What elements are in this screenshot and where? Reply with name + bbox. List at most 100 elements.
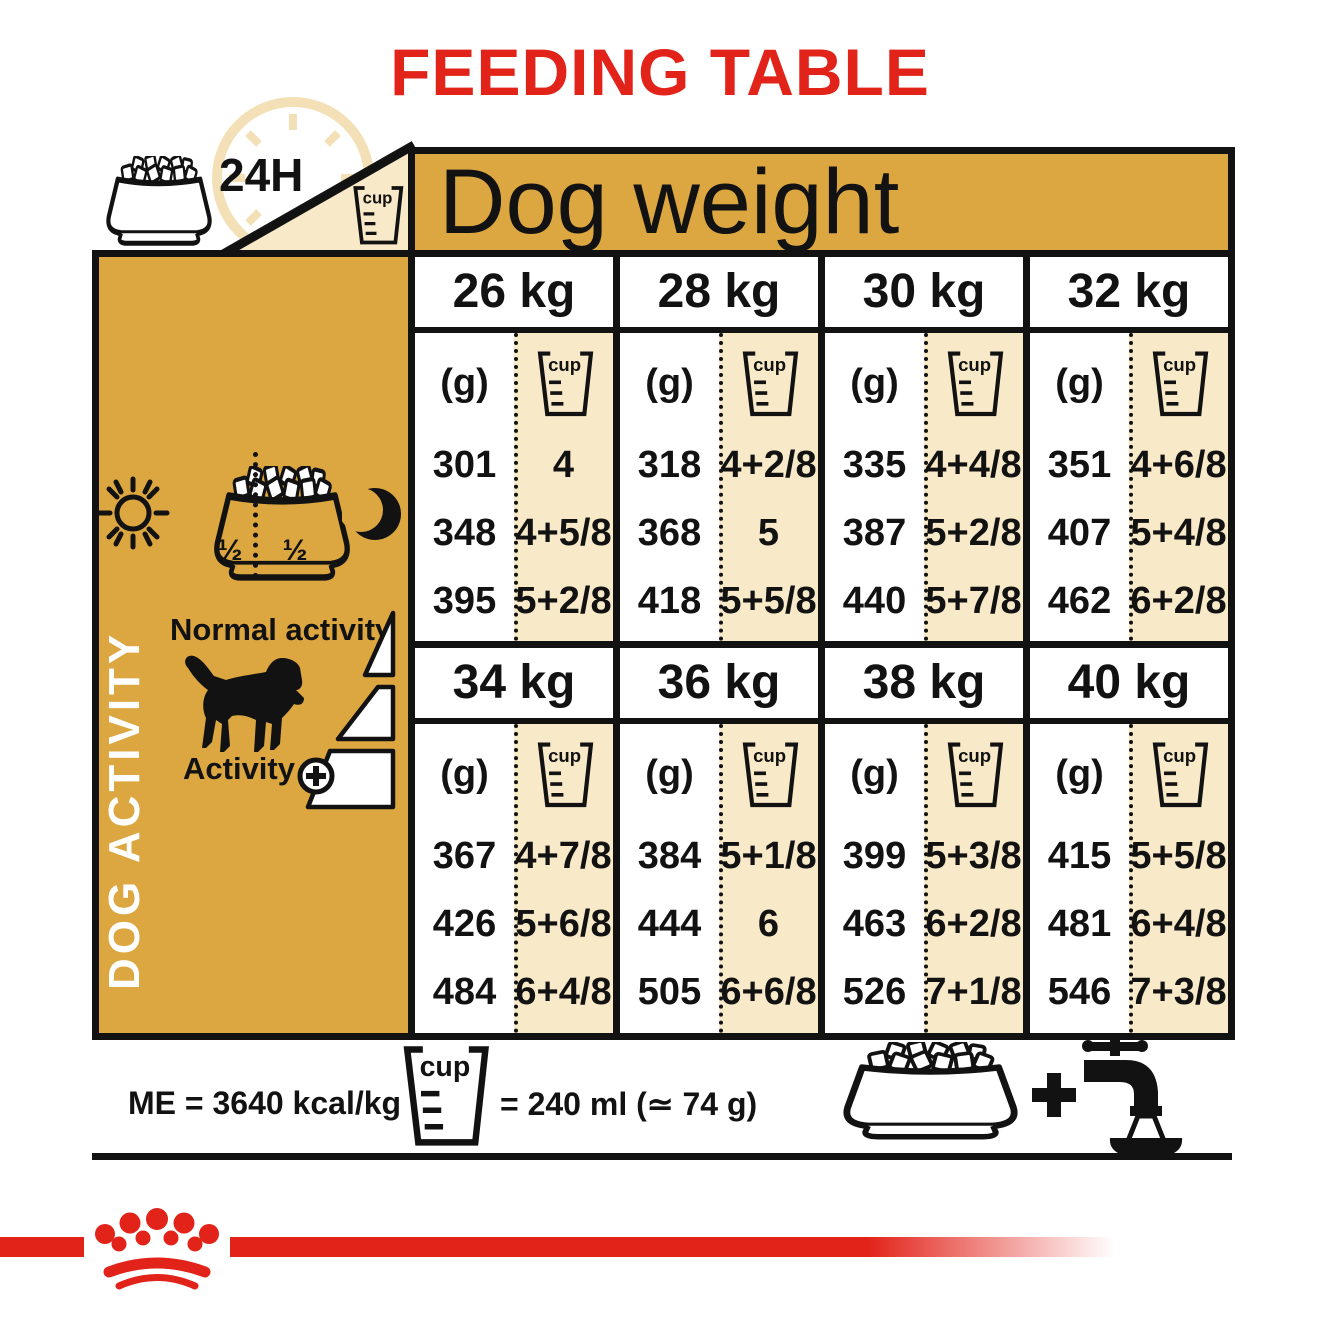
cups-value: 6+4/8 [515, 970, 612, 1013]
weight-header: 30 kg [825, 257, 1023, 333]
svg-text:cup: cup [548, 744, 581, 765]
half-portion-right: ½ [282, 534, 308, 567]
cups-value: 5+3/8 [925, 834, 1022, 877]
grams-unit-label: (g) [850, 361, 899, 404]
cups-value: 5+6/8 [515, 902, 612, 945]
grams-unit-label: (g) [440, 361, 489, 404]
grid-column-2: 28 kg (g) cup 318 4+2/8 368 5 418 5+5/8 … [613, 257, 818, 1033]
cup-subcolumn [514, 333, 613, 641]
grams-value: 335 [842, 443, 907, 486]
cups-value: 5 [757, 511, 780, 554]
cups-value: 6+6/8 [720, 970, 817, 1013]
grid-column-1: 26 kg (g) cup 301 4 348 4+5/8 395 5+2/8 … [415, 257, 613, 1033]
svg-text:cup: cup [548, 353, 581, 374]
grams-value: 415 [1047, 834, 1112, 877]
grams-unit-label: (g) [440, 752, 489, 795]
cup-icon: cup [944, 350, 1004, 417]
table-corner-diagonal [215, 141, 416, 260]
weight-header: 36 kg [620, 641, 818, 724]
cups-value: 5+4/8 [1130, 511, 1227, 554]
cups-value: 6 [757, 902, 780, 945]
weight-data-cell: (g) cup 301 4 348 4+5/8 395 5+2/8 [415, 333, 613, 641]
grams-value: 546 [1047, 970, 1112, 1013]
cup-icon: cup [1149, 350, 1209, 417]
metabolizable-energy-label: ME = 3640 kcal/kg [128, 1085, 402, 1121]
dog-silhouette-icon [185, 655, 304, 752]
cups-value: 5+1/8 [720, 834, 817, 877]
cup-volume-label: = 240 ml (≃ 74 g) [500, 1086, 758, 1122]
royal-canin-crown-logo [95, 1208, 219, 1290]
svg-text:cup: cup [1163, 353, 1196, 374]
grams-value: 318 [637, 443, 702, 486]
weight-data-cell: (g) cup 367 4+7/8 426 5+6/8 484 6+4/8 [415, 724, 613, 1033]
brand-bar-right [230, 1237, 1115, 1257]
dog-activity-sidebar [92, 250, 408, 1040]
cups-value: 5+5/8 [720, 579, 817, 622]
cup-subcolumn [514, 724, 613, 1033]
cups-value: 4+2/8 [720, 443, 817, 486]
dog-activity-vertical-label: DOG ACTIVITY [100, 630, 149, 990]
grams-value: 395 [432, 579, 497, 622]
feeding-table-grid: 26 kg (g) cup 301 4 348 4+5/8 395 5+2/8 … [408, 250, 1235, 1040]
cups-value: 5+2/8 [515, 579, 612, 622]
weight-header: 38 kg [825, 641, 1023, 724]
svg-text:cup: cup [1163, 744, 1196, 765]
grams-value: 484 [432, 970, 497, 1013]
svg-text:cup: cup [958, 744, 991, 765]
cups-value: 4+6/8 [1130, 443, 1227, 486]
grams-value: 444 [637, 902, 702, 945]
weight-data-cell: (g) cup 399 5+3/8 463 6+2/8 526 7+1/8 [825, 724, 1023, 1033]
cups-value: 5+2/8 [925, 511, 1022, 554]
grams-value: 407 [1047, 511, 1112, 554]
weight-header: 32 kg [1030, 257, 1228, 333]
water-tap-icon [1082, 1036, 1183, 1160]
activity-plus-icon [297, 757, 335, 795]
dog-weight-header: Dog weight [408, 147, 1235, 250]
half-half-bowl-icon [206, 466, 358, 586]
grams-value: 399 [842, 834, 907, 877]
weight-data-cell: (g) cup 415 5+5/8 481 6+4/8 546 7+3/8 [1030, 724, 1228, 1033]
normal-activity-label: Normal activity [170, 612, 393, 647]
weight-data-cell: (g) cup 318 4+2/8 368 5 418 5+5/8 [620, 333, 818, 641]
grams-value: 351 [1047, 443, 1112, 486]
page-title: FEEDING TABLE [390, 35, 930, 109]
grams-value: 387 [842, 511, 907, 554]
grams-value: 463 [842, 902, 907, 945]
grams-value: 426 [432, 902, 497, 945]
cup-icon: cup [534, 741, 594, 808]
cup-subcolumn [924, 333, 1023, 641]
cup-icon: cup [739, 350, 799, 417]
brand-bar-left [0, 1237, 84, 1257]
svg-text:cup: cup [753, 744, 786, 765]
grams-unit-label: (g) [1055, 752, 1104, 795]
cup-subcolumn [719, 724, 818, 1033]
grams-unit-label: (g) [1055, 361, 1104, 404]
grams-value: 301 [432, 443, 497, 486]
svg-text:cup: cup [753, 353, 786, 374]
grams-value: 368 [637, 511, 702, 554]
cup-icon: cup [350, 184, 404, 246]
grams-unit-label: (g) [645, 361, 694, 404]
cup-subcolumn [1129, 333, 1228, 641]
cups-value: 5+7/8 [925, 579, 1022, 622]
cups-value: 4 [552, 443, 575, 486]
grams-value: 384 [637, 834, 702, 877]
weight-data-cell: (g) cup 335 4+4/8 387 5+2/8 440 5+7/8 [825, 333, 1023, 641]
cup-icon: cup [398, 1044, 490, 1147]
svg-text:cup: cup [958, 353, 991, 374]
cups-value: 4+7/8 [515, 834, 612, 877]
cup-subcolumn [719, 333, 818, 641]
grams-value: 367 [432, 834, 497, 877]
kibble-bowl-icon [833, 1042, 1028, 1144]
grams-value: 440 [842, 579, 907, 622]
cups-value: 6+2/8 [1130, 579, 1227, 622]
weight-data-cell: (g) cup 351 4+6/8 407 5+4/8 462 6+2/8 [1030, 333, 1228, 641]
grams-value: 505 [637, 970, 702, 1013]
cups-value: 6+2/8 [925, 902, 1022, 945]
grams-value: 348 [432, 511, 497, 554]
grams-unit-label: (g) [850, 752, 899, 795]
grams-value: 526 [842, 970, 907, 1013]
weight-header: 28 kg [620, 257, 818, 333]
cups-value: 5+5/8 [1130, 834, 1227, 877]
weight-data-cell: (g) cup 384 5+1/8 444 6 505 6+6/8 [620, 724, 818, 1033]
